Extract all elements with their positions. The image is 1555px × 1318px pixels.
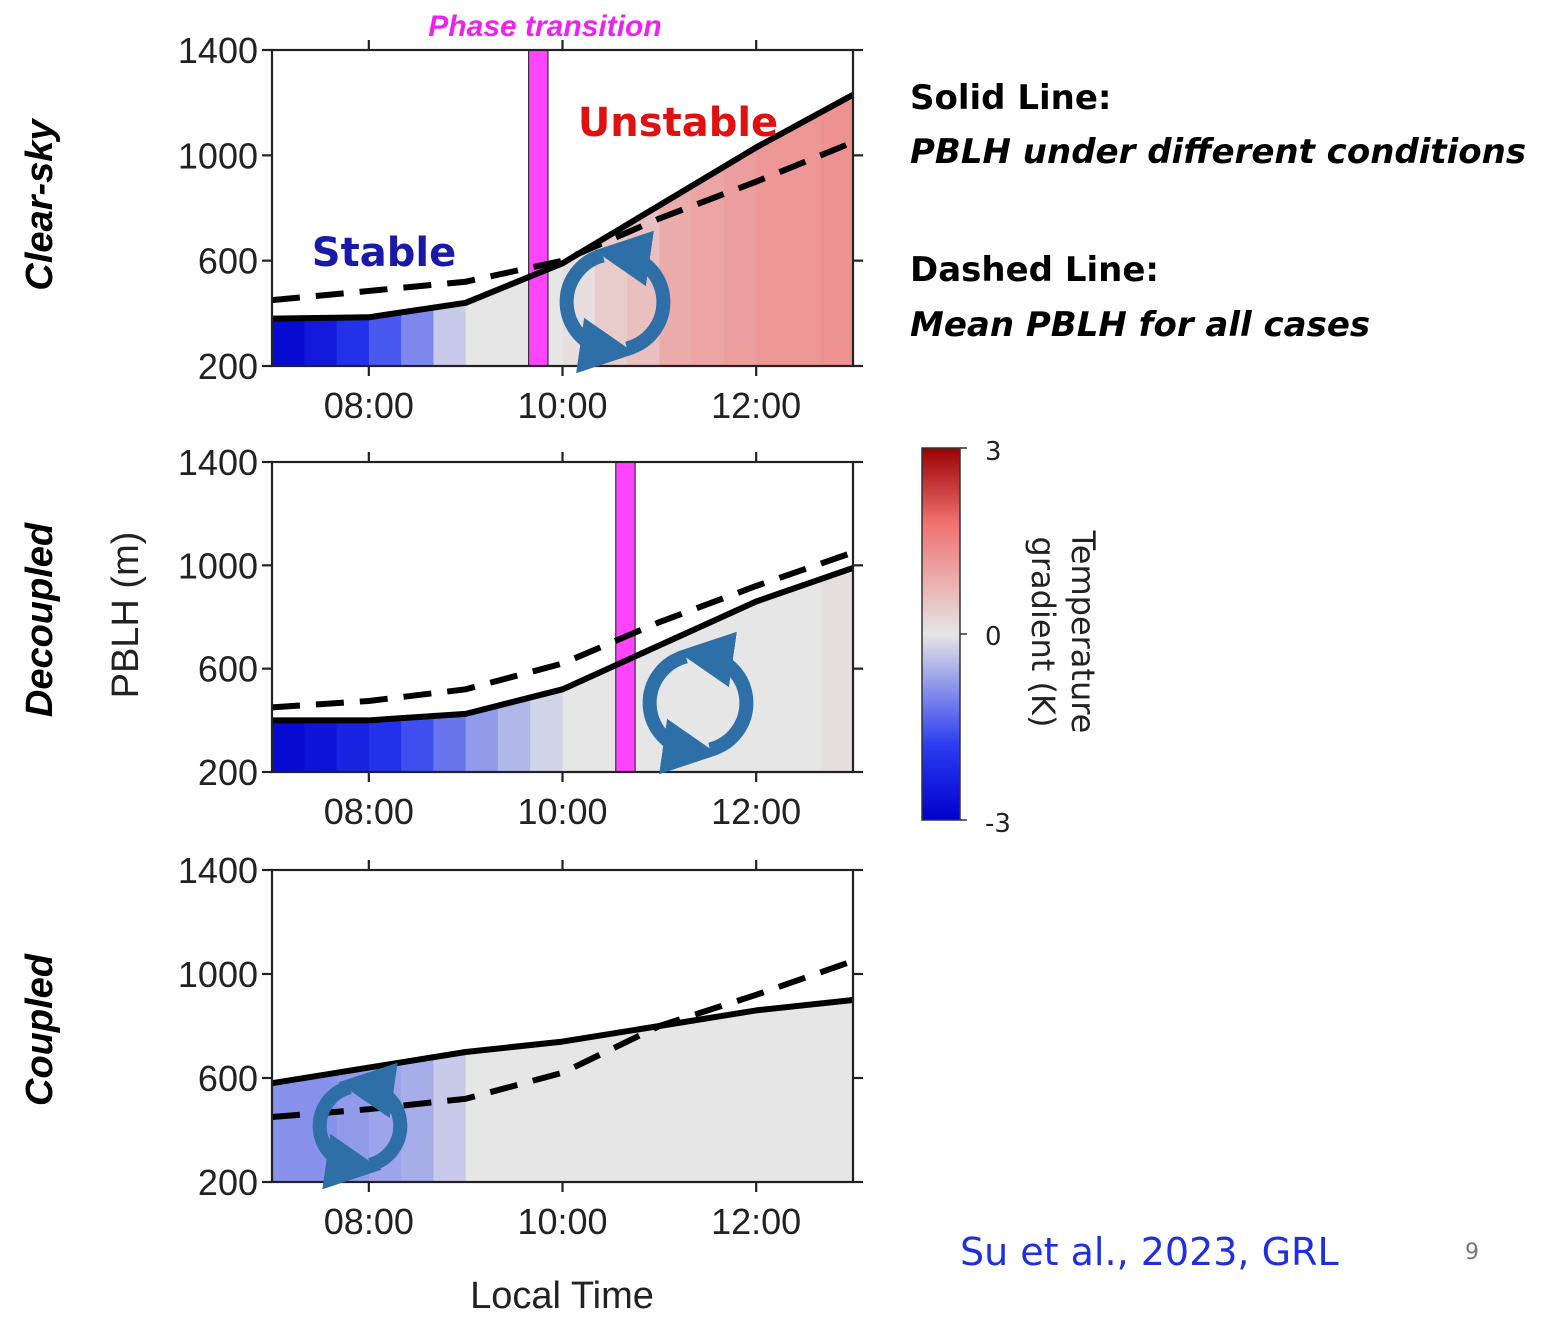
y-tick-label: 600 [198,1058,258,1099]
citation: Su et al., 2023, GRL [960,1230,1339,1274]
y-tick-label: 200 [198,752,258,793]
gradient-cell [272,567,306,772]
row-label: Decoupled [19,522,61,717]
gradient-cell [272,1000,306,1182]
x-tick-label: 12:00 [711,385,801,426]
gradient-cell [691,94,725,366]
gradient-cell [562,567,596,772]
solid-line [272,565,854,724]
phase-transition-bar [615,461,636,773]
x-tick-label: 10:00 [517,1201,607,1242]
gradient-cell [497,1000,532,1182]
gradient-cell [659,1000,693,1182]
row-label: Coupled [19,953,61,1106]
y-tick-label: 1400 [178,30,258,71]
page-number: 9 [1465,1240,1479,1265]
gradient-cell [433,1000,467,1182]
y-tick-label: 200 [198,1162,258,1203]
gradient-cell [304,567,338,772]
gradient-cell [336,567,370,772]
gradient-cell [756,1000,790,1182]
gradient-cell [401,94,435,366]
panel-coupled: 1400 1000 600 200 08:00 10:00 12:00 Coupled [19,850,863,1242]
gradient-cell [756,567,790,772]
gradient-cell [723,94,757,366]
gradient-cell [497,94,532,366]
gradient-cell [530,567,564,772]
colorbar [921,447,961,821]
gradient-cell [465,567,499,772]
gradient-cell [788,94,822,366]
x-tick-label: 10:00 [517,385,607,426]
y-tick-label: 1400 [178,442,258,483]
gradient-cell [530,1000,564,1182]
gradient-fill [272,1000,853,1182]
y-axis-label: PBLH (m) [105,532,147,699]
x-tick-label: 08:00 [324,1201,414,1242]
x-axis-label: Local Time [470,1275,654,1317]
solid-line [271,92,855,322]
gradient-cell [465,94,499,366]
gradient-cell [594,94,628,366]
phase-transition-label: Phase transition [428,10,661,43]
colorbar-max: 3 [985,437,1002,467]
gradient-cell [401,567,435,772]
gradient-cell [820,94,853,366]
legend-solid-title: Solid Line: [910,78,1112,118]
circulation-arrows-icon [559,230,671,374]
legend-solid-desc: PBLH under different conditions [910,132,1527,172]
gradient-cell [820,567,853,772]
gradient-cell [368,567,402,772]
legend-dashed-desc: Mean PBLH for all cases [910,305,1371,345]
gradient-cell [756,94,790,366]
circulation-arrows-icon [642,631,754,775]
y-tick-label: 600 [198,649,258,690]
gradient-fill [272,567,853,772]
colorbar-mid: 0 [985,622,1002,652]
y-tick-label: 1400 [178,850,258,891]
x-tick-label: 12:00 [711,791,801,832]
y-tick-label: 1000 [178,954,258,995]
gradient-cell [433,567,467,772]
gradient-cell [562,1000,596,1182]
circulation-arrows-icon [312,1062,408,1190]
phase-transition-bar [528,49,549,367]
gradient-cell [723,1000,757,1182]
dashed-line [271,139,855,304]
gradient-cell [691,1000,725,1182]
y-tick-label: 1000 [178,135,258,176]
y-tick-label: 200 [198,346,258,387]
colorbar-label-2: gradient (K) [1024,537,1062,728]
dashed-line [271,549,854,711]
colorbar-min: -3 [985,809,1011,839]
y-tick-label: 600 [198,241,258,282]
unstable-label: Unstable [578,100,778,146]
x-tick-label: 08:00 [324,385,414,426]
legend-dashed-title: Dashed Line: [910,250,1160,290]
gradient-cell [788,1000,822,1182]
panel-clear-sky: 1400 1000 600 200 08:00 10:00 12:00 Clear-sky [19,30,863,426]
gradient-cell [497,567,532,772]
gradient-cell [433,94,467,366]
gradient-cell [465,1000,499,1182]
colorbar-label-1: Temperature [1064,530,1102,734]
row-label: Clear-sky [19,118,61,291]
x-tick-label: 12:00 [711,1201,801,1242]
stable-label: Stable [312,230,456,276]
gradient-cell [788,567,822,772]
gradient-cell [820,1000,853,1182]
x-tick-label: 10:00 [517,791,607,832]
y-tick-label: 1000 [178,545,258,586]
gradient-cell [594,1000,628,1182]
gradient-cell [336,1000,370,1182]
x-tick-label: 08:00 [324,791,414,832]
